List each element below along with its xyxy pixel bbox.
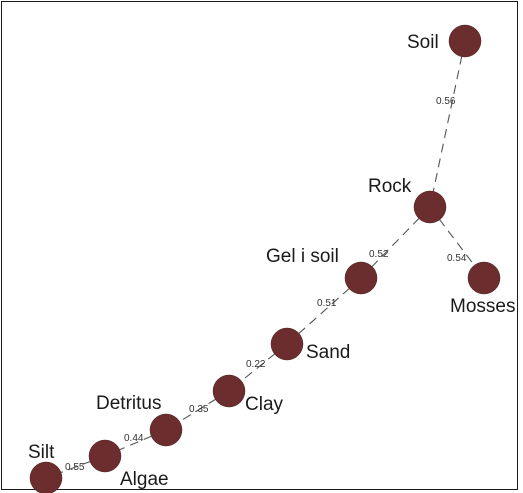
node-sand — [270, 327, 304, 361]
node-detritus — [149, 413, 183, 447]
node-clay — [212, 374, 246, 408]
node-label-detritus: Detritus — [96, 393, 161, 414]
node-label-soil: Soil — [407, 32, 439, 53]
nodes-layer — [29, 24, 501, 493]
node-gel-i-soil — [344, 261, 378, 295]
node-rock — [413, 190, 447, 224]
edge-rock-gel_i_soil — [360, 206, 431, 279]
node-label-algae: Algae — [120, 469, 169, 490]
edge-labels-layer: 0.56 0.54 0.52 0.51 0.22 0.35 0.44 0.55 — [65, 96, 467, 473]
edge-weight-label: 0.52 — [369, 249, 389, 260]
node-label-silt: Silt — [28, 442, 55, 463]
node-soil — [448, 24, 482, 58]
edge-weight-label: 0.51 — [317, 298, 337, 309]
edge-weight-label: 0.54 — [447, 253, 467, 264]
node-label-sand: Sand — [306, 342, 350, 363]
edge-weight-label: 0.44 — [124, 433, 144, 444]
node-mosses — [467, 261, 501, 295]
node-label-clay: Clay — [245, 394, 284, 415]
node-algae — [88, 439, 122, 473]
edge-detritus-algae — [104, 429, 167, 457]
node-label-rock: Rock — [368, 176, 412, 197]
node-labels-layer: Soil Rock Mosses Gel i soil Sand Clay Detritus… — [28, 32, 515, 490]
node-label-gel-i-soil: Gel i soil — [266, 246, 339, 267]
edge-weight-label: 0.35 — [189, 404, 209, 415]
node-silt — [29, 461, 63, 493]
edge-gel_i_soil-sand — [286, 277, 362, 345]
edge-weight-label: 0.55 — [65, 462, 85, 473]
node-label-mosses: Mosses — [450, 296, 515, 317]
edge-soil-rock — [429, 40, 466, 208]
edge-weight-label: 0.56 — [436, 96, 456, 107]
edge-weight-label: 0.22 — [246, 359, 266, 370]
